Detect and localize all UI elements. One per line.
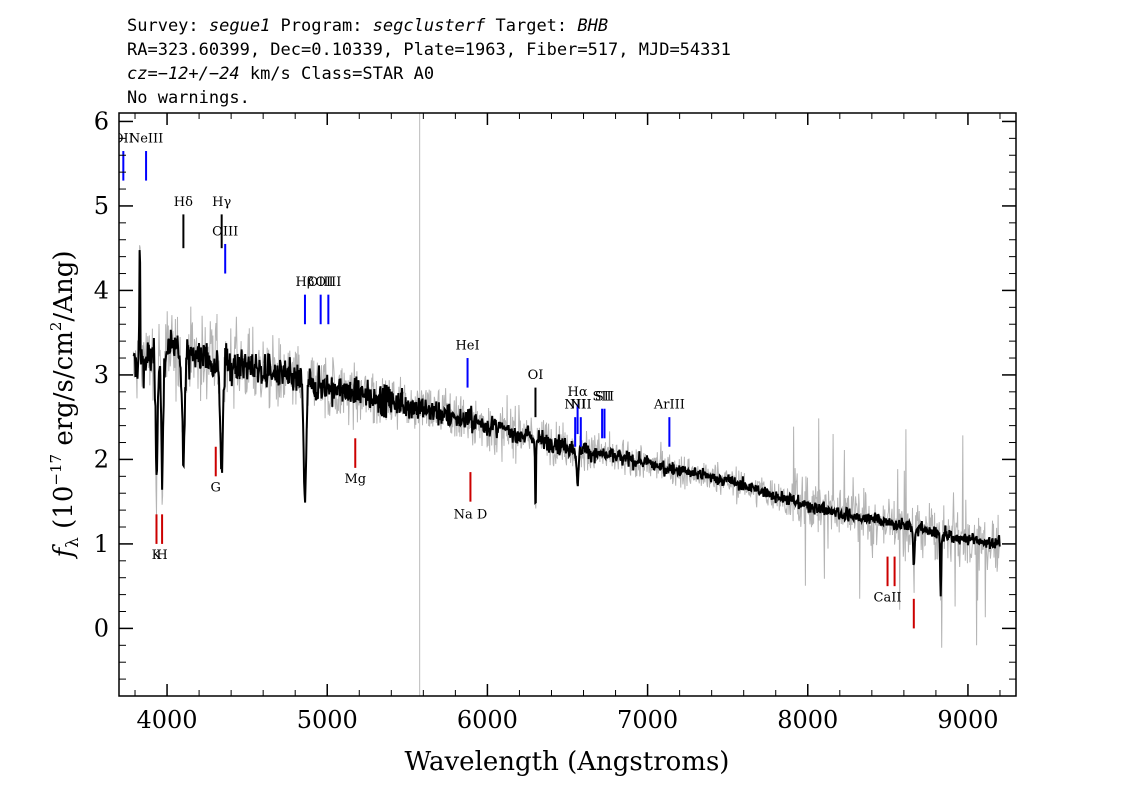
x-tick-label: 7000 — [617, 706, 678, 734]
line-marker-label: ArIII — [653, 398, 685, 413]
y-tick-label: 3 — [94, 361, 109, 389]
y-tick-label: 4 — [94, 276, 109, 304]
line-marker-label: SII — [595, 389, 614, 404]
x-tick-label: 5000 — [297, 706, 358, 734]
line-marker-label: K — [152, 548, 162, 563]
plot-frame — [118, 112, 1017, 697]
axis-ticks — [119, 113, 1016, 697]
line-marker-label: Hα — [568, 385, 588, 400]
y-axis-label: fλ (10−17 erg/s/cm2/Ang) — [47, 251, 83, 560]
y-tick-label: 0 — [94, 614, 109, 642]
line-marker-label: Hδ — [174, 195, 193, 210]
x-tick-label: 4000 — [137, 706, 198, 734]
line-marker-label: OIII — [315, 275, 341, 290]
y-tick-label: 1 — [94, 530, 109, 558]
header-line-4: No warnings. — [127, 88, 250, 108]
line-marker-label: OIII — [308, 275, 334, 290]
line-marker-label: SII — [593, 389, 612, 404]
header-line-1: Survey: segue1 Program: segclusterf Targ… — [127, 16, 608, 36]
y-tick-label: 6 — [94, 107, 109, 135]
line-marker-label: G — [211, 481, 221, 496]
line-marker-label: NII — [564, 398, 586, 413]
x-tick-label: 6000 — [457, 706, 518, 734]
line-marker-label: Hγ — [212, 195, 231, 210]
line-marker-label: OIII — [212, 225, 238, 240]
line-marker-label: NII — [570, 398, 592, 413]
header-line-3: cz=−12+/−24 km/s Class=STAR A0 — [127, 64, 434, 84]
line-marker-label: CaII — [874, 590, 902, 605]
line-marker-label: OI — [528, 368, 544, 383]
line-marker-label: Na D — [454, 508, 488, 523]
line-marker-label: NeIII — [129, 132, 163, 147]
y-tick-label: 2 — [94, 445, 109, 473]
line-marker-label: HeI — [455, 339, 479, 354]
axis-tick-labels: 4000 5000 6000 7000 8000 9000 0 1 2 3 4 5 6 — [94, 107, 999, 734]
line-marker-label: OII — [113, 132, 134, 147]
x-axis-label: Wavelength (Angstroms) — [405, 747, 730, 777]
line-marker-label: H — [156, 548, 167, 563]
x-tick-label: 8000 — [777, 706, 838, 734]
flux-spectrum-line — [132, 250, 1001, 597]
x-tick-label: 9000 — [937, 706, 998, 734]
line-marker-label: Mg — [344, 472, 366, 487]
header-line-2: RA=323.60399, Dec=0.10339, Plate=1963, F… — [127, 40, 731, 60]
line-marker-label: Hβ — [296, 275, 315, 290]
chart-header: Survey: segue1 Program: segclusterf Targ… — [127, 16, 731, 108]
y-tick-label: 5 — [94, 192, 109, 220]
